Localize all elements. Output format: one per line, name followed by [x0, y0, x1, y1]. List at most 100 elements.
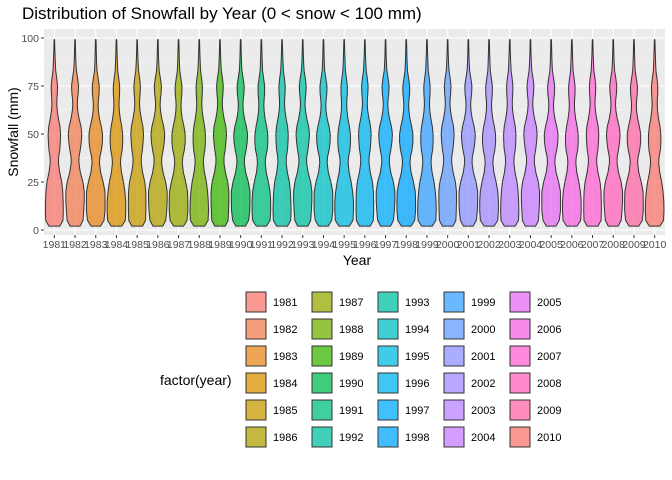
legend-key-2010	[509, 426, 531, 448]
legend-key-1987	[311, 291, 333, 313]
legend-label-2002: 2002	[471, 378, 495, 390]
x-tick-label: 1997	[374, 239, 398, 251]
legend-key-1981	[245, 291, 267, 313]
y-tick-label: 25	[27, 177, 39, 189]
violin-2004	[520, 38, 541, 227]
legend-label-2009: 2009	[537, 405, 561, 417]
violin-1999	[417, 38, 437, 227]
legend-label-1988: 1988	[339, 324, 363, 336]
x-tick-label: 1982	[63, 239, 87, 251]
x-tick-label: 2003	[498, 239, 522, 251]
legend-label-1992: 1992	[339, 432, 363, 444]
violin-1990	[230, 38, 251, 227]
x-tick-label: 1996	[353, 239, 377, 251]
violin-1998	[396, 38, 417, 227]
x-tick-label: 1981	[43, 239, 67, 251]
y-tick-label: 100	[21, 33, 39, 45]
violin-1994	[313, 38, 334, 227]
legend-key-2007	[509, 345, 531, 367]
violin-2001	[458, 38, 479, 227]
legend-key-1983	[245, 345, 267, 367]
legend-label-1985: 1985	[273, 405, 297, 417]
violin-1985	[127, 38, 147, 227]
legend-label-1994: 1994	[405, 324, 429, 336]
violin-2007	[583, 38, 602, 227]
legend-label-1999: 1999	[471, 297, 495, 309]
x-tick-label: 1984	[105, 239, 129, 251]
legend-label-1984: 1984	[273, 378, 297, 390]
legend-label-1989: 1989	[339, 351, 363, 363]
x-axis-title: Year	[343, 252, 372, 268]
x-tick-label: 1995	[332, 239, 356, 251]
x-tick-label: 2002	[477, 239, 501, 251]
legend-label-1983: 1983	[273, 351, 297, 363]
x-tick-label: 2010	[643, 239, 667, 251]
legend-label-1986: 1986	[273, 432, 297, 444]
legend-key-1995	[377, 345, 399, 367]
x-tick-label: 2000	[436, 239, 460, 251]
legend-key-2008	[509, 372, 531, 394]
x-tick-label: 2007	[581, 239, 605, 251]
legend-key-1988	[311, 318, 333, 340]
legend-key-1998	[377, 426, 399, 448]
legend-key-2006	[509, 318, 531, 340]
legend-key-1982	[245, 318, 267, 340]
legend-label-2000: 2000	[471, 324, 495, 336]
x-tick-label: 1983	[84, 239, 108, 251]
violin-1982	[65, 38, 85, 227]
legend-key-1984	[245, 372, 267, 394]
y-tick-label: 50	[27, 129, 39, 141]
chart-title: Distribution of Snowfall by Year (0 < sn…	[22, 4, 422, 23]
legend-label-2005: 2005	[537, 297, 561, 309]
x-axis: 1981198219831984198519861987198819891990…	[43, 235, 667, 251]
legend-label-1996: 1996	[405, 378, 429, 390]
legend-label-2003: 2003	[471, 405, 495, 417]
legend-key-2003	[443, 399, 465, 421]
violin-1984	[106, 38, 127, 227]
legend-key-1993	[377, 291, 399, 313]
legend-label-1982: 1982	[273, 324, 297, 336]
x-tick-label: 1998	[395, 239, 419, 251]
violin-1996	[355, 38, 375, 227]
x-tick-label: 2006	[560, 239, 584, 251]
y-axis-title: Snowfall (mm)	[5, 87, 21, 176]
legend-label-1990: 1990	[339, 378, 363, 390]
legend-key-2000	[443, 318, 465, 340]
violin-2008	[603, 38, 624, 227]
violin-2000	[438, 38, 457, 227]
violin-1987	[168, 38, 189, 227]
legend-key-1989	[311, 345, 333, 367]
legend-label-1981: 1981	[273, 297, 297, 309]
x-tick-label: 2009	[622, 239, 646, 251]
legend-key-1996	[377, 372, 399, 394]
legend-label-2001: 2001	[471, 351, 495, 363]
violin-2009	[624, 38, 644, 227]
legend-label-1995: 1995	[405, 351, 429, 363]
legend-label-1997: 1997	[405, 405, 429, 417]
x-tick-label: 1999	[415, 239, 439, 251]
y-tick-label: 75	[27, 81, 39, 93]
legend-label-1993: 1993	[405, 297, 429, 309]
x-tick-label: 1992	[270, 239, 294, 251]
x-tick-label: 1987	[167, 239, 191, 251]
legend-label-2004: 2004	[471, 432, 495, 444]
violin-1989	[210, 38, 230, 227]
x-tick-label: 2005	[539, 239, 563, 251]
legend-label-1998: 1998	[405, 432, 429, 444]
violin-1983	[85, 38, 106, 227]
legend-label-1991: 1991	[339, 405, 363, 417]
legend-key-1985	[245, 399, 267, 421]
legend-key-1997	[377, 399, 399, 421]
legend-label-2006: 2006	[537, 324, 561, 336]
x-tick-label: 2004	[519, 239, 543, 251]
legend-title: factor(year)	[160, 372, 232, 388]
legend-key-2005	[509, 291, 531, 313]
violin-1986	[148, 38, 168, 227]
y-tick-label: 0	[33, 225, 39, 237]
violin-1995	[334, 38, 354, 227]
violin-2003	[500, 38, 520, 227]
violin-1988	[189, 38, 210, 227]
legend-key-1994	[377, 318, 399, 340]
x-tick-label: 1988	[188, 239, 212, 251]
